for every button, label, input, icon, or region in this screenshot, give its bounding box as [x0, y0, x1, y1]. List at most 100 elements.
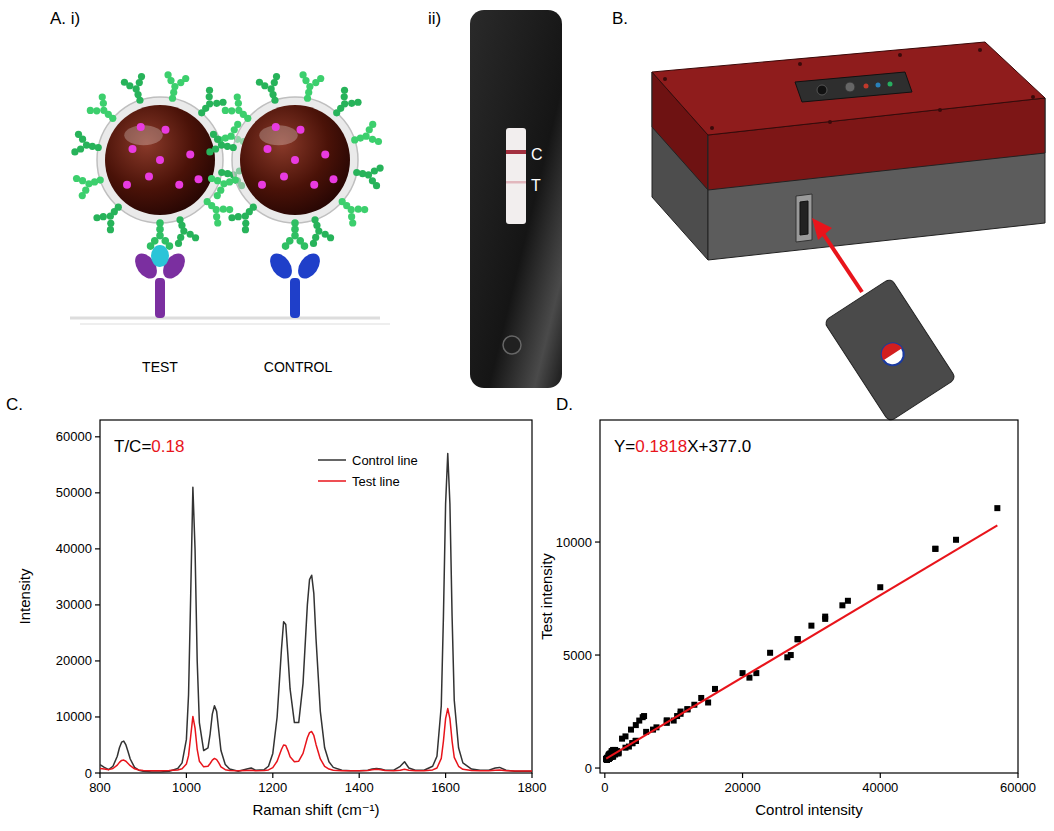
scatter-point — [839, 602, 845, 608]
scatter-point — [705, 699, 711, 705]
y-axis-title: Test intensity — [538, 553, 555, 640]
y-tick — [595, 654, 600, 655]
x-tick-label: 1800 — [518, 780, 547, 795]
antibody-blob — [93, 107, 100, 114]
antibody-blob — [242, 220, 249, 227]
antibody-blob — [210, 131, 217, 138]
y-tick-label: 40000 — [56, 541, 92, 556]
screw — [663, 77, 667, 81]
antibody-blob — [317, 75, 324, 82]
antibody-blob — [235, 107, 242, 114]
antibody-blob — [164, 71, 171, 78]
panel-label: D. — [556, 395, 573, 414]
legend-label: Test line — [352, 474, 400, 489]
y-tick — [595, 767, 600, 768]
antibody-blob — [180, 228, 187, 235]
antibody-blob — [310, 240, 317, 247]
top-face — [652, 42, 1045, 135]
control-band — [506, 150, 526, 154]
antibody-blob — [361, 206, 368, 213]
x-tick — [445, 773, 446, 778]
scatter-point — [795, 636, 801, 642]
screw — [828, 120, 832, 124]
antibody-blob — [206, 93, 213, 100]
slot — [800, 201, 808, 235]
antibody-blob — [228, 214, 235, 221]
figure: A. i)ii)B.C.D.TESTCONTROLCT8001000120014… — [0, 0, 1054, 831]
antibody-blob — [73, 175, 80, 182]
x-tick — [186, 773, 187, 778]
scatter-point — [628, 727, 634, 733]
particle-label: CONTROL — [264, 359, 333, 375]
band-label: C — [531, 146, 543, 163]
antibody-blob — [273, 73, 280, 80]
capture-antibody — [290, 278, 300, 318]
control-panel — [795, 72, 912, 102]
lateral-flow-strip: CT — [470, 10, 562, 388]
led — [876, 83, 881, 88]
raman-reporter — [330, 175, 338, 183]
antibody-blob — [171, 83, 178, 90]
y-tick-label: 5000 — [563, 648, 592, 663]
antibody-blob — [222, 107, 229, 114]
scatter-point — [767, 650, 773, 656]
legend-swatch — [318, 480, 346, 482]
antibody-blob — [218, 141, 225, 148]
screw — [938, 108, 942, 112]
led — [888, 82, 893, 87]
plot-frame — [600, 420, 1018, 773]
x-tick-label: 1200 — [258, 780, 287, 795]
antigen — [151, 245, 169, 267]
antibody-blob — [341, 100, 348, 107]
legend-label: Control line — [352, 453, 418, 468]
scatter-point — [932, 546, 938, 552]
raman-reporter — [175, 181, 183, 189]
antibody-blob — [348, 206, 355, 213]
antibody-blob — [206, 100, 213, 107]
antibody-blob — [242, 213, 249, 220]
x-axis-title: Raman shift (cm⁻¹) — [252, 801, 379, 818]
raman-reporter — [264, 145, 272, 153]
scatter-point — [953, 537, 959, 543]
y-tick — [595, 541, 600, 542]
antibody-blob — [301, 242, 309, 250]
raman-reporter — [145, 173, 153, 181]
led — [864, 84, 869, 89]
antibody-blob — [306, 83, 313, 90]
antibody-blob — [220, 180, 227, 187]
antibody-blob — [133, 85, 140, 92]
panel-label: C. — [6, 395, 23, 414]
x-tick — [880, 773, 881, 778]
sample-well — [503, 336, 521, 354]
antibody-blob — [268, 85, 275, 92]
antibody-blob — [354, 99, 361, 106]
y-tick-label: 0 — [85, 766, 92, 781]
antibody-blob — [87, 107, 94, 114]
scatter-point — [822, 614, 828, 620]
y-tick — [95, 436, 100, 437]
antibody-blob — [206, 148, 213, 155]
y-tick — [95, 604, 100, 605]
x-tick — [742, 773, 743, 778]
y-tick — [95, 492, 100, 493]
legend: Control line Test line — [318, 453, 418, 489]
x-tick-label: 1400 — [345, 780, 374, 795]
scatter-point — [795, 636, 801, 642]
scatter-point — [636, 718, 642, 724]
y-tick — [95, 660, 100, 661]
antibody-blob — [348, 213, 355, 220]
scatter-point — [712, 686, 718, 692]
x-tick-label: 20000 — [724, 780, 760, 795]
antibody-blob — [107, 213, 114, 220]
antibody-blob — [219, 99, 226, 106]
y-tick — [95, 716, 100, 717]
scatter-point — [808, 623, 814, 629]
antibody-blob — [75, 131, 82, 138]
antibody-blob — [220, 206, 227, 213]
antibody-blob — [282, 242, 290, 250]
antibody-blob — [83, 141, 90, 148]
scatter-point — [932, 546, 938, 552]
antibody-blob — [376, 164, 383, 171]
fit-intercept: 377.0 — [709, 437, 752, 456]
antibody-blob — [182, 75, 189, 82]
